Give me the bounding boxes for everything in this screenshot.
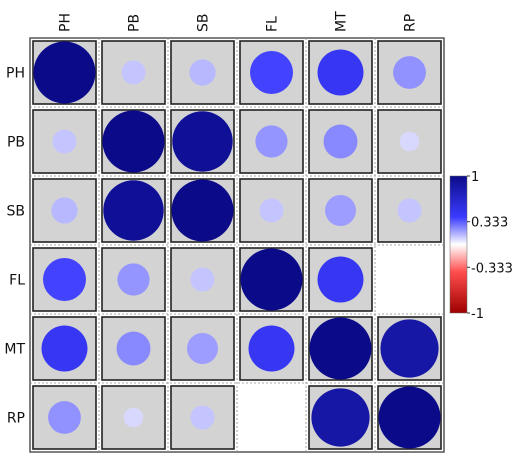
corr-circle-FL-SB: [190, 267, 215, 292]
corr-circle-MT-PH: [41, 325, 88, 372]
corr-circle-RP-PH: [48, 401, 81, 434]
corr-circle-MT-RP: [380, 319, 439, 378]
row-label-MT: MT: [4, 342, 25, 358]
corr-circle-MT-FL: [248, 325, 295, 372]
col-label-SB: SB: [196, 14, 212, 33]
row-label-PH: PH: [6, 66, 25, 82]
empty-cell-FL-RP: [378, 248, 441, 311]
corr-circle-PH-RP: [393, 56, 426, 89]
corr-circle-PB-RP: [399, 131, 420, 152]
row-label-RP: RP: [7, 411, 25, 427]
corr-circle-RP-PB: [123, 407, 144, 428]
corr-circle-SB-PH: [51, 197, 78, 224]
legend-tick-label: 0.333: [471, 216, 508, 231]
col-label-MT: MT: [334, 11, 350, 32]
legend-tick-label: -0.333: [471, 261, 513, 276]
corr-circle-PB-SB: [172, 111, 233, 172]
corr-circle-PH-SB: [189, 59, 216, 86]
axis-labels: PH PH PB PB SB SB FL FL MT MT RP RP: [4, 11, 418, 427]
corr-circle-RP-MT: [311, 388, 370, 447]
row-label-FL: FL: [9, 273, 25, 289]
col-label-RP: RP: [403, 14, 419, 32]
col-label-FL: FL: [265, 16, 281, 32]
corr-circle-SB-MT: [325, 195, 356, 226]
corr-circle-PH-MT: [317, 49, 364, 96]
correlation-matrix: [29, 37, 445, 453]
col-label-PB: PB: [127, 14, 143, 32]
corr-circle-MT-SB: [187, 333, 218, 364]
col-label-PH: PH: [58, 13, 74, 32]
corr-circle-PB-MT: [323, 124, 358, 159]
corr-circle-RP-SB: [190, 405, 215, 430]
corr-circle-FL-PH: [43, 258, 86, 301]
corr-circle-FL-FL: [240, 248, 303, 311]
corr-circle-SB-FL: [259, 198, 284, 223]
empty-cell-RP-FL: [240, 386, 303, 449]
corr-circle-PH-PB: [121, 60, 146, 85]
legend-tick-label: 1: [471, 170, 479, 185]
corr-circle-MT-PB: [116, 331, 151, 366]
corr-circle-PB-PB: [102, 110, 165, 173]
corr-circle-FL-MT: [317, 256, 364, 303]
cell-FL-SB: [170, 247, 235, 312]
legend-tick-label: -1: [471, 307, 484, 322]
corr-circle-RP-RP: [378, 386, 441, 449]
color-legend: 1 0.333 -0.333 -1: [449, 170, 513, 322]
corr-circle-MT-MT: [309, 317, 372, 380]
corr-circle-SB-RP: [397, 198, 422, 223]
corr-circle-SB-SB: [171, 179, 234, 242]
color-legend-bar: [449, 175, 468, 314]
cell-PB-PH: [32, 109, 97, 174]
corr-circle-PB-FL: [255, 125, 288, 158]
corr-circle-SB-PB: [103, 180, 164, 241]
corr-circle-PB-PH: [52, 129, 77, 154]
corr-circle-PH-FL: [250, 51, 293, 94]
row-label-PB: PB: [7, 135, 25, 151]
cell-SB-PH: [32, 178, 97, 243]
corr-circle-FL-PB: [117, 263, 150, 296]
cell-RP-PB: [101, 385, 166, 450]
corr-circle-PH-PH: [33, 41, 96, 104]
row-label-SB: SB: [7, 204, 26, 220]
